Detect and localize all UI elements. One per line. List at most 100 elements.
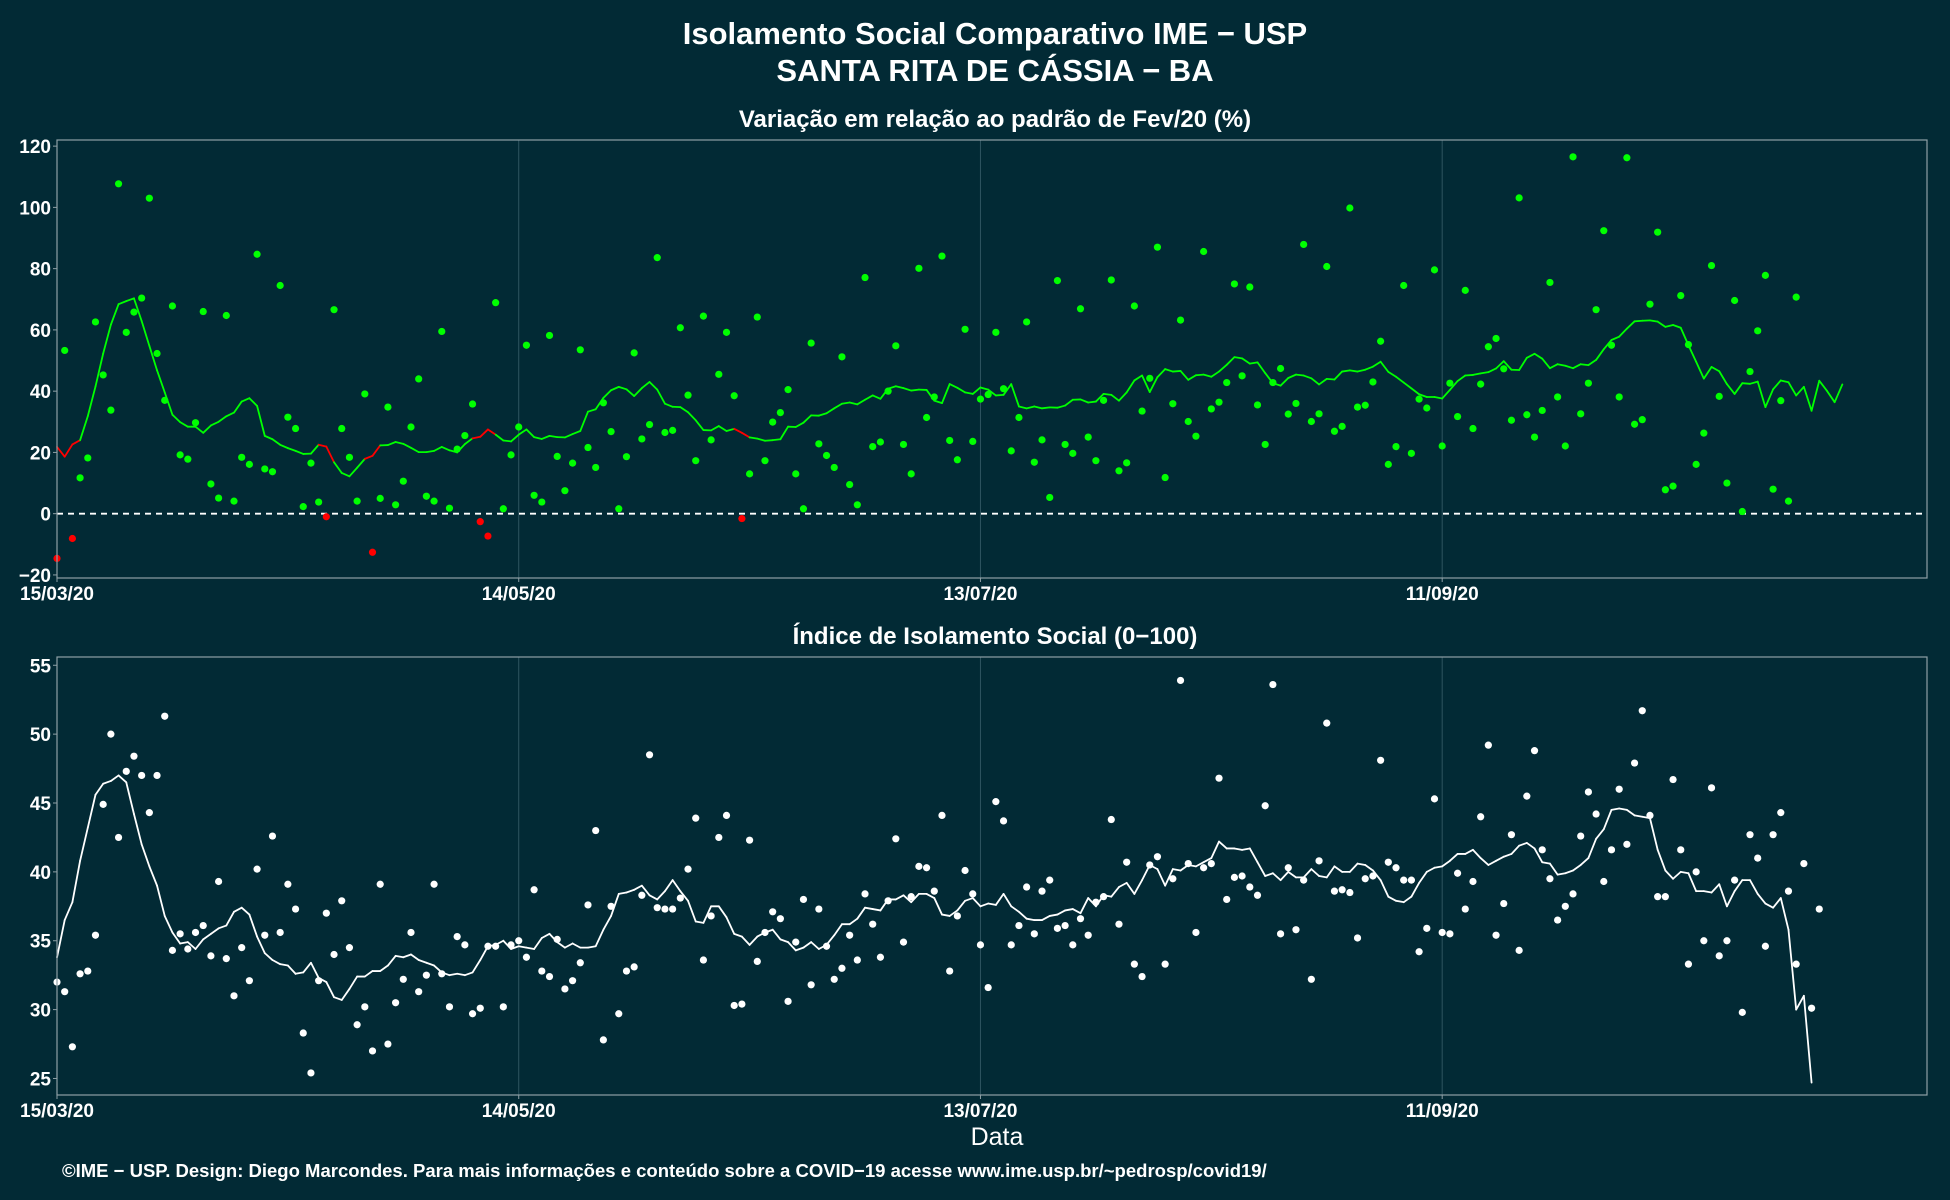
daily-point [722,328,731,336]
avg-line-segment [179,421,189,428]
daily-point [1792,960,1800,968]
avg-line-segment [1649,817,1659,851]
daily-point [961,325,969,333]
avg-line-segment [333,996,343,1001]
avg-line-segment [1348,862,1359,873]
avg-line-segment [817,412,828,417]
avg-line-segment [1726,383,1736,395]
avg-line-segment [1802,994,1813,1084]
avg-line-segment [163,391,174,416]
avg-line-segment [564,942,574,949]
x-tick-label: 13/07/20 [943,584,1017,605]
daily-point [361,390,369,398]
daily-point [330,950,338,959]
daily-point [1369,378,1377,386]
avg-line-segment [687,899,697,923]
y-tick-label: 60 [30,321,51,342]
avg-line-segment [1248,847,1259,864]
daily-point [707,912,715,920]
daily-point [1038,887,1046,895]
daily-point [430,880,438,888]
daily-point [161,712,169,720]
daily-point [769,908,777,916]
daily-point [422,971,430,979]
daily-point [645,420,654,429]
daily-point [1346,888,1354,897]
avg-line-segment [240,906,251,916]
avg-line-segment [1510,844,1521,855]
daily-point [553,452,561,461]
daily-point [515,937,523,945]
daily-point [1300,876,1308,884]
avg-line-segment [1410,387,1420,396]
avg-line-segment [1079,398,1090,404]
avg-line-segment [617,385,628,391]
daily-point [884,387,892,395]
daily-point [1269,378,1277,387]
avg-line-segment [487,428,497,436]
daily-point [1669,482,1677,490]
daily-point [368,548,377,556]
avg-line-segment [787,941,797,952]
daily-point [145,809,153,817]
daily-point [1192,432,1200,440]
avg-line-segment [1433,865,1444,869]
avg-line-segment [1787,381,1798,397]
daily-point [638,435,646,443]
daily-point [1184,417,1192,426]
avg-line-segment [1210,370,1220,378]
avg-line-segment [79,415,89,442]
daily-point [1638,707,1646,715]
avg-line-segment [1602,339,1613,351]
daily-point [1731,296,1739,305]
daily-point [545,972,554,981]
daily-point [846,931,854,939]
avg-line-segment [233,906,243,913]
daily-point [1592,306,1600,314]
avg-line-segment [1202,373,1213,378]
main-subtitle: SANTA RITA DE CÁSSIA − BA [776,53,1213,88]
avg-line-segment [148,865,158,887]
daily-point [68,1043,76,1051]
daily-point [1053,276,1062,285]
avg-line-segment [1425,866,1436,873]
daily-point [1223,378,1231,387]
daily-point [892,835,900,843]
daily-point [884,897,892,905]
y-tick-label: 55 [30,656,52,677]
daily-point [1546,278,1554,287]
avg-line-segment [63,443,74,458]
daily-point [1353,403,1362,411]
avg-line-segment [733,427,743,434]
daily-point [1715,952,1723,960]
daily-point [561,985,569,993]
daily-point [1284,864,1292,872]
daily-point [992,328,1000,336]
daily-point [1430,795,1439,803]
daily-point [530,491,538,499]
daily-point [1623,154,1631,162]
daily-point [245,977,253,985]
avg-line-segment [1018,910,1028,920]
avg-line-segment [340,988,351,1001]
daily-point [1346,204,1354,212]
daily-point [315,977,323,985]
daily-point [168,946,177,954]
avg-line-segment [1418,870,1428,884]
avg-line-segment [387,441,397,446]
daily-point [522,341,531,349]
daily-point [1246,883,1254,891]
daily-point [1315,410,1323,418]
avg-line-segment [1064,908,1074,912]
avg-line-segment [463,971,474,977]
avg-line-segment [1779,379,1790,384]
daily-point [307,1069,315,1077]
daily-point [622,453,631,461]
daily-point [1369,872,1377,880]
avg-line-segment [1687,344,1698,363]
avg-line-segment [794,421,805,428]
avg-line-segment [640,884,651,897]
daily-point [1777,809,1785,817]
daily-point [561,487,569,495]
daily-point [99,800,107,808]
